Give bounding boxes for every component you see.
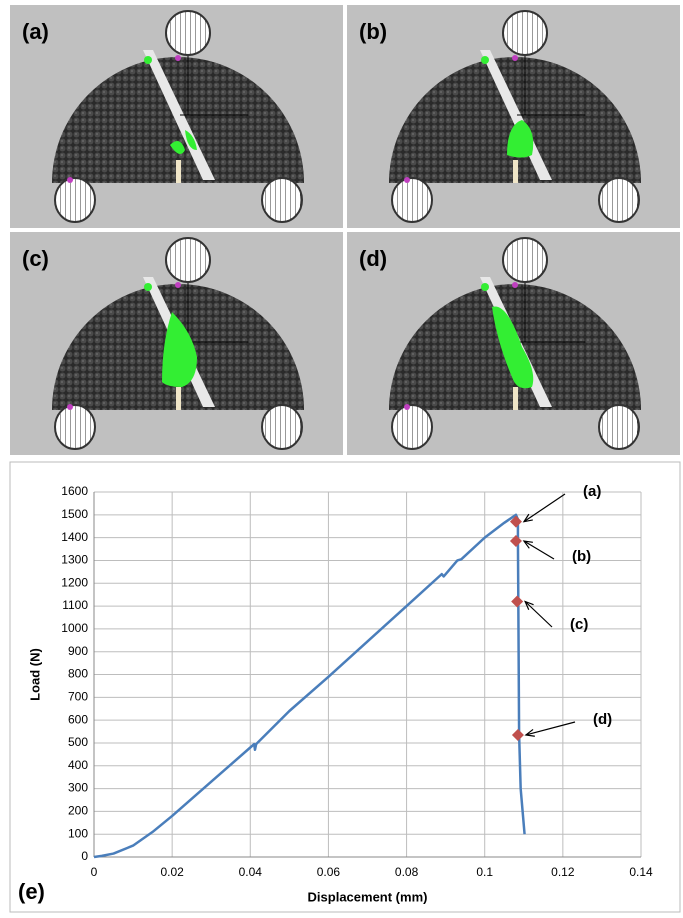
annotation: (b) [572, 548, 591, 565]
y-tick-label: 1000 [61, 621, 88, 635]
x-tick-label: 0.04 [239, 865, 263, 879]
panel-b: (b) [347, 5, 680, 228]
y-tick-label: 1100 [62, 598, 88, 612]
y-tick-label: 0 [81, 849, 88, 863]
y-tick-label: 700 [68, 689, 88, 703]
x-tick-label: 0.02 [160, 865, 184, 879]
y-tick-label: 1600 [61, 484, 88, 498]
annotation: (c) [570, 616, 588, 633]
y-tick-label: 400 [68, 758, 88, 772]
y-tick-label: 500 [68, 735, 88, 749]
y-tick-label: 800 [68, 667, 88, 681]
x-tick-label: 0.08 [395, 865, 419, 879]
annotation: (a) [583, 483, 601, 500]
y-tick-label: 100 [68, 826, 88, 840]
panel-c: (c) [10, 232, 343, 455]
panel-label: (e) [18, 879, 45, 904]
y-tick-label: 200 [68, 804, 88, 818]
y-tick-label: 1400 [61, 530, 88, 544]
x-tick-label: 0.12 [551, 865, 575, 879]
figure: (a) (b) (c) (d) 0 100 200 300 400 500 600 700 80… [0, 0, 683, 913]
y-tick-label: 1500 [61, 507, 88, 521]
y-tick-label: 600 [68, 712, 88, 726]
panel-label: (a) [22, 19, 49, 44]
x-tick-label: 0.06 [317, 865, 341, 879]
x-tick-label: 0.14 [629, 865, 653, 879]
y-tick-label: 1200 [61, 575, 88, 589]
panel-label: (b) [359, 19, 387, 44]
y-axis-title: Load (N) [27, 648, 42, 701]
y-tick-label: 300 [68, 781, 88, 795]
x-tick-label: 0 [91, 865, 98, 879]
panel-a: (a) [10, 5, 343, 228]
y-tick-label: 900 [68, 644, 88, 658]
annotation: (d) [593, 711, 612, 728]
panel-label: (d) [359, 246, 387, 271]
x-axis-title: Displacement (mm) [308, 889, 428, 904]
x-tick-label: 0.1 [476, 865, 493, 879]
chart-frame [10, 462, 680, 912]
panel-label: (c) [22, 246, 49, 271]
page: {"panels": [{"label": "(a)"}, {"label": … [0, 0, 683, 913]
y-tick-label: 1300 [61, 553, 88, 567]
panel-d: (d) [347, 232, 680, 455]
